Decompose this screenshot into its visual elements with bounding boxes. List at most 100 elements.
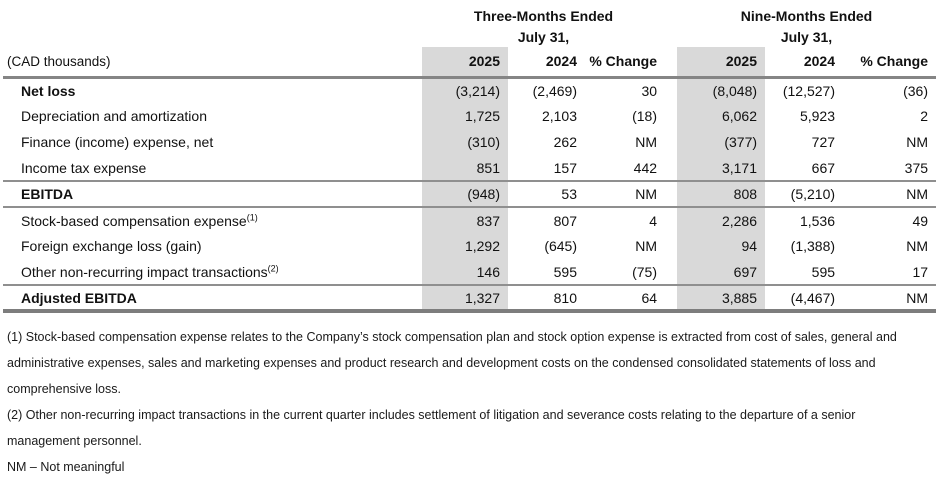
cell-value: (75) [585, 259, 666, 286]
cell-value: (948) [422, 181, 508, 208]
row-label: Foreign exchange loss (gain) [3, 233, 422, 259]
row-label: Adjusted EBITDA [3, 285, 422, 313]
cell-value: 6,062 [677, 103, 766, 129]
cell-value: 94 [677, 233, 766, 259]
row-label: EBITDA [3, 181, 422, 208]
row-label-text: Net loss [21, 82, 76, 99]
col-header-nm-change: % Change [843, 47, 937, 79]
cell-value: (36) [903, 82, 929, 99]
spacer-cell [665, 103, 677, 129]
footnotes-section: (1) Stock-based compensation expense rel… [3, 313, 936, 480]
row-label-text: EBITDA [21, 186, 74, 202]
cell-value: 727 [811, 134, 836, 150]
cell-value: 810 [508, 285, 585, 313]
group-title-nine-months: Nine-Months Ended [740, 7, 873, 24]
cell-value: 808 [677, 181, 766, 208]
cell-value: 697 [677, 259, 766, 286]
cell-value: 837 [422, 207, 508, 233]
cell-value: (12,527) [782, 82, 836, 99]
row-label-text: Foreign exchange loss (gain) [21, 238, 202, 254]
spacer-cell [665, 129, 677, 155]
spacer-cell [665, 259, 678, 286]
cell-value: (377) [677, 129, 766, 155]
cell-value: 807 [553, 212, 577, 229]
cell-value: (18) [632, 108, 658, 124]
cell-value: (310) [422, 129, 508, 155]
footnote-1: (1) Stock-based compensation expense rel… [7, 330, 897, 396]
cell-value: (2,469) [532, 82, 577, 99]
cell-value: 4 [649, 212, 658, 229]
cell-value: 17 [843, 259, 937, 286]
cell-value: (645) [544, 238, 577, 254]
spacer-cell [3, 26, 422, 47]
spacer-cell [665, 77, 677, 103]
cell-value: 262 [553, 134, 577, 150]
spacer-cell [665, 285, 678, 313]
cell-value: 2 [920, 108, 929, 124]
period-group-title-row: Three-Months Ended Nine-Months Ended [3, 5, 936, 26]
table-row-net-loss: Net loss (3,214) (2,469) 30 (8,048) (12,… [3, 77, 936, 103]
cell-value: NM [843, 285, 937, 313]
group-subtitle-nine-months: July 31, [780, 28, 833, 45]
table-row-depreciation: Depreciation and amortization 1,725 2,10… [3, 103, 936, 129]
row-label-superscript: (1) [246, 211, 258, 222]
spacer-cell [665, 155, 678, 182]
row-label: Finance (income) expense, net [3, 129, 422, 155]
ebitda-reconciliation-table: Three-Months Ended Nine-Months Ended Jul… [3, 5, 937, 313]
cell-value: 1,327 [422, 285, 508, 313]
cell-value: (4,467) [765, 285, 844, 313]
cell-value: 375 [843, 155, 937, 182]
table-row-finance-expense: Finance (income) expense, net (310) 262 … [3, 129, 936, 155]
spacer-cell [3, 5, 422, 26]
cell-value: NM [635, 134, 658, 150]
cell-value: 3,885 [677, 285, 766, 313]
row-label-superscript: (2) [267, 262, 279, 273]
row-label: Other non-recurring impact transactions(… [3, 259, 422, 286]
footnote-2: (2) Other non-recurring impact transacti… [7, 408, 856, 448]
row-label-text: Finance (income) expense, net [21, 134, 214, 150]
cell-value: 146 [422, 259, 508, 286]
cell-value: 64 [585, 285, 666, 313]
group-title-three-months: Three-Months Ended [473, 7, 614, 24]
group-subtitle-three-months: July 31, [517, 28, 570, 45]
cell-value: NM [843, 181, 937, 208]
table-row-income-tax: Income tax expense 851 157 442 3,171 667… [3, 155, 937, 182]
cell-value: 49 [912, 212, 929, 229]
row-label-text: Income tax expense [21, 159, 147, 176]
cell-value: (5,210) [765, 181, 844, 208]
table-row-other-non-recurring: Other non-recurring impact transactions(… [3, 259, 937, 286]
col-header-tm-2025: 2025 [422, 47, 508, 79]
spacer-cell [665, 233, 677, 259]
column-header-row: (CAD thousands) 2025 2024 % Change 2025 … [3, 47, 937, 79]
spacer-cell [665, 47, 678, 79]
row-label-text: Depreciation and amortization [21, 108, 207, 124]
cell-value: 5,923 [799, 108, 836, 124]
spacer-cell [665, 181, 678, 208]
row-label: Net loss [3, 77, 422, 103]
cell-value: 595 [765, 259, 844, 286]
cell-value: 1,536 [799, 212, 836, 229]
col-header-tm-2024: 2024 [508, 47, 585, 79]
row-label-text: Stock-based compensation expense [21, 212, 247, 229]
cell-value: 2,286 [677, 207, 766, 233]
row-label: Depreciation and amortization [3, 103, 422, 129]
cell-value: (8,048) [677, 77, 766, 103]
period-group-subtitle-row: July 31, July 31, [3, 26, 936, 47]
cell-value: NM [906, 238, 929, 254]
spacer-cell [665, 207, 677, 233]
cell-value: 1,725 [422, 103, 508, 129]
cell-value: 595 [508, 259, 585, 286]
cell-value: 53 [508, 181, 585, 208]
cell-value: 851 [422, 155, 508, 182]
cell-value: 667 [765, 155, 844, 182]
row-label-text: Adjusted EBITDA [21, 289, 137, 306]
cell-value: 442 [585, 155, 666, 182]
row-label: Income tax expense [3, 155, 422, 182]
cell-value: NM [635, 238, 658, 254]
cell-value: (1,388) [790, 238, 836, 254]
cell-value: NM [585, 181, 666, 208]
spacer-cell [665, 26, 677, 47]
table-row-adjusted-ebitda: Adjusted EBITDA 1,327 810 64 3,885 (4,46… [3, 285, 937, 313]
cell-value: 157 [508, 155, 585, 182]
